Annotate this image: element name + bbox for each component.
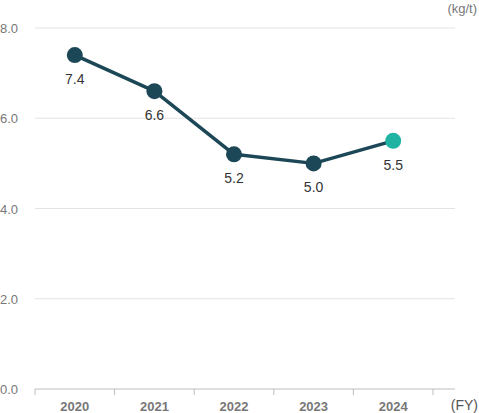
y-tick-label: 0.0 xyxy=(0,382,18,397)
series-line xyxy=(75,55,393,163)
x-tick xyxy=(194,389,195,395)
chart: 0.0 2.0 4.0 6.0 8.0 2020 2021 2022 2023 2024 (FY) (… xyxy=(0,0,479,413)
y-tick-label: 6.0 xyxy=(0,111,18,126)
point-marker xyxy=(67,47,83,63)
data-labels: 7.4 6.6 5.2 5.0 5.5 xyxy=(65,71,403,195)
x-tick xyxy=(273,389,274,395)
data-label: 5.2 xyxy=(224,170,244,186)
x-tick xyxy=(353,389,354,395)
point-marker xyxy=(146,83,162,99)
point-marker xyxy=(385,133,401,149)
x-tick-label: 2021 xyxy=(140,399,169,413)
x-tick xyxy=(433,389,434,395)
grid-line xyxy=(35,298,455,299)
data-label: 7.4 xyxy=(65,71,85,87)
x-tick xyxy=(35,389,36,395)
grid-line xyxy=(35,28,455,29)
grid-line xyxy=(35,118,455,119)
data-label: 6.6 xyxy=(145,107,165,123)
x-tick-label: 2024 xyxy=(379,399,409,413)
data-label: 5.5 xyxy=(383,157,403,173)
point-marker xyxy=(226,146,242,162)
grid-line xyxy=(35,208,455,209)
plot-area xyxy=(67,47,401,171)
x-axis-label: (FY) xyxy=(451,397,478,413)
x-tick-label: 2020 xyxy=(60,399,89,413)
y-tick-label: 4.0 xyxy=(0,202,18,217)
data-label: 5.0 xyxy=(304,179,324,195)
point-marker xyxy=(306,155,322,171)
y-tick-label: 8.0 xyxy=(0,21,18,36)
x-tick-label: 2023 xyxy=(299,399,328,413)
grid-line xyxy=(35,389,455,390)
y-tick-label: 2.0 xyxy=(0,292,18,307)
x-tick-label: 2022 xyxy=(220,399,249,413)
x-tick xyxy=(114,389,115,395)
y-axis-label: (kg/t) xyxy=(447,1,477,16)
